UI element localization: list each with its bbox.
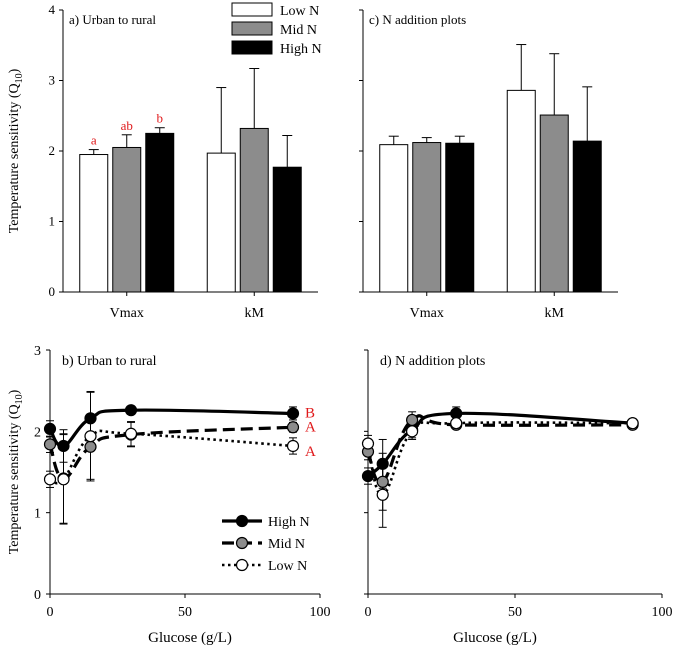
data-point-low	[450, 417, 463, 430]
data-point-mid	[43, 438, 57, 451]
legend-label: Low N	[268, 559, 307, 574]
significance-letter: ab	[121, 118, 133, 133]
data-point-low	[376, 488, 389, 501]
bar-low-vmax	[379, 144, 409, 293]
y-tick-label: 3	[49, 73, 56, 88]
data-point-mid	[286, 421, 300, 434]
legend-swatch-mid	[231, 21, 273, 36]
legend-label: Mid N	[280, 23, 317, 38]
x-tick-label: kM	[245, 306, 265, 321]
y-tick-label: 1	[34, 507, 41, 522]
x-tick-label: 50	[178, 605, 192, 620]
significance-letter: a	[91, 133, 97, 148]
x-axis-title: Glucose (g/L)	[453, 630, 537, 646]
data-point-high	[43, 422, 57, 435]
panel-title: a) Urban to rural	[69, 12, 156, 27]
panel-title: c) N addition plots	[369, 12, 466, 27]
data-point-low	[406, 425, 419, 438]
x-tick-label: Vmax	[410, 306, 444, 321]
x-tick-label: 0	[365, 605, 372, 620]
data-point-mid	[376, 475, 389, 488]
x-tick-label: 50	[508, 605, 522, 620]
data-point-high	[57, 439, 70, 453]
bar-low-km	[506, 89, 536, 293]
y-tick-label: 0	[34, 588, 41, 603]
panel-title: b) Urban to rural	[62, 354, 157, 369]
bar-high-km	[272, 166, 302, 293]
bar-high-vmax	[145, 132, 175, 293]
y-axis-title-bottom: Temperature sensitivity (Q10)	[7, 389, 25, 554]
data-point-low	[57, 473, 70, 486]
bar-high-km	[572, 140, 602, 293]
bar-low-km	[206, 152, 236, 293]
x-tick-label: 100	[652, 605, 673, 620]
significance-letter: A	[305, 444, 316, 460]
bar-mid-km	[239, 127, 269, 293]
data-point-low	[84, 430, 97, 443]
legend-swatch-high	[231, 40, 273, 55]
legend-label: Low N	[280, 4, 319, 19]
data-point-high	[124, 404, 138, 417]
data-point-low	[626, 417, 639, 430]
series-line-low	[49, 429, 294, 485]
legend-label: High N	[280, 42, 322, 57]
data-point-mid	[84, 440, 97, 453]
data-point-low	[361, 437, 375, 450]
x-tick-label: Vmax	[110, 306, 144, 321]
bar-high-vmax	[445, 142, 475, 293]
bar-mid-km	[539, 114, 569, 293]
data-point-low	[286, 439, 300, 453]
series-line-mid	[366, 414, 633, 485]
bar-low-vmax	[79, 154, 109, 293]
data-point-low	[124, 427, 138, 440]
legend-label: Mid N	[268, 537, 305, 552]
series-line-mid	[48, 425, 294, 481]
data-point-high	[286, 407, 300, 420]
x-tick-label: kM	[545, 306, 565, 321]
bar-mid-vmax	[412, 142, 442, 293]
x-tick-label: 100	[310, 605, 331, 620]
significance-letter: A	[305, 419, 316, 435]
legend-marker-high	[235, 514, 249, 528]
y-tick-label: 1	[49, 214, 56, 229]
data-point-high	[376, 457, 389, 470]
data-point-mid	[406, 413, 419, 427]
legend-label: High N	[268, 515, 310, 530]
y-axis-title-top: Temperature sensitivity (Q10)	[7, 68, 25, 233]
x-tick-label: 0	[47, 605, 54, 620]
x-axis-title: Glucose (g/L)	[148, 630, 232, 646]
data-point-high	[84, 412, 97, 425]
legend-marker-mid	[235, 536, 249, 550]
significance-letter: B	[305, 405, 315, 421]
y-tick-label: 2	[34, 425, 41, 440]
panel-title: d) N addition plots	[380, 354, 485, 369]
significance-letter: b	[157, 111, 164, 126]
bar-mid-vmax	[112, 146, 142, 293]
data-point-high	[361, 469, 375, 483]
data-point-low	[43, 473, 57, 486]
y-tick-label: 4	[49, 2, 56, 17]
y-tick-label: 3	[34, 344, 41, 359]
legend-marker-low	[235, 558, 249, 572]
y-tick-label: 0	[49, 284, 56, 299]
legend-swatch-low	[231, 2, 273, 17]
y-tick-label: 2	[49, 143, 56, 158]
